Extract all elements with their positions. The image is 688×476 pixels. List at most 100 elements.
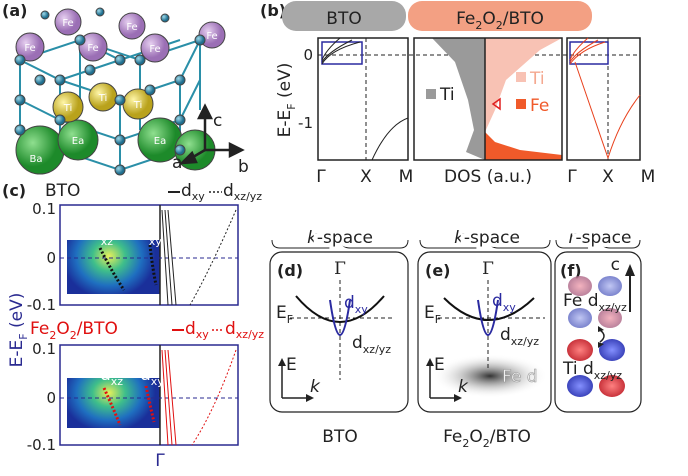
y-tick-label: 0.1 [32, 200, 56, 218]
shape [570, 38, 640, 158]
text-part: F [435, 313, 441, 326]
shape [516, 99, 526, 109]
shape [567, 339, 593, 361]
panel-label: (c) [2, 181, 26, 200]
shape [115, 135, 125, 145]
y-tick-label: 0 [46, 249, 56, 267]
text-part: 2 [475, 19, 482, 32]
shape [175, 115, 185, 125]
text-part: xz/yz [511, 335, 539, 348]
panel-label: (a) [2, 1, 27, 20]
text-part: F [287, 313, 293, 326]
legend-label: Ti [439, 85, 455, 105]
fermi-label: EF [276, 303, 293, 326]
gamma-label: Γ [482, 259, 494, 279]
x-tick-label: Γ [316, 167, 326, 187]
text-part: d [181, 181, 192, 201]
text-part: d [500, 325, 511, 345]
atom-label: Fe [87, 43, 98, 54]
atom-label: Ti [133, 100, 143, 111]
text-part: d [185, 319, 196, 339]
shape [230, 144, 242, 156]
subplot-title: BTO [45, 181, 80, 201]
shape [145, 85, 155, 95]
text-part: xz/yz [363, 343, 391, 356]
shape [322, 42, 360, 64]
band-label: dxz/yz [500, 325, 539, 348]
figure: (a) Fe Fe Fe Fe Fe Fe Ti Ti Ti Ba Ea Ea … [0, 0, 688, 472]
panel-c: (c) BTO dxy dxz/yz E-EF (eV) dxz dxy 0.1… [2, 181, 264, 471]
shape [41, 11, 49, 19]
shape [195, 35, 205, 45]
shape [135, 55, 145, 65]
shape [567, 38, 640, 160]
shape [372, 118, 408, 160]
text-part: xz/yz [236, 328, 264, 341]
band-label: dxz/yz [352, 333, 391, 356]
text-part: Fe [443, 427, 462, 447]
text-part: xz/yz [599, 301, 627, 314]
caption: BTO [322, 427, 357, 447]
axis-label: k [458, 377, 469, 397]
text-part: d [344, 293, 355, 313]
legend-label: dxy [181, 181, 205, 203]
shape [15, 125, 25, 135]
text-part: d [492, 291, 503, 311]
panel-a: (a) Fe Fe Fe Fe Fe Fe Ti Ti Ti Ba Ea Ea … [2, 1, 249, 177]
x-tick-label: Γ [567, 167, 577, 187]
orbital-label: Ti dxz/yz [562, 359, 622, 382]
text-part: O [469, 427, 482, 447]
panel-header: k-space [307, 228, 373, 248]
atom-label: Ea [72, 136, 84, 147]
text-part: xy [149, 235, 163, 248]
shape [55, 115, 65, 125]
shape [15, 55, 25, 65]
text-part: d [90, 225, 101, 245]
shape [35, 75, 45, 85]
atom-label: Ba [30, 154, 43, 165]
shape [485, 132, 562, 160]
text-part: xy [151, 375, 165, 388]
atom-label: Fe [149, 44, 160, 55]
text-part: Ti d [562, 359, 594, 379]
shape [568, 308, 592, 328]
axis-label: c [213, 111, 222, 131]
text-part: 2 [496, 19, 503, 32]
y-tick-label: 0 [303, 46, 313, 64]
shape [85, 65, 95, 75]
panel-header: k-space [454, 228, 520, 248]
band-label: dxy [492, 291, 516, 314]
subplot-title: Fe2O2/BTO [30, 319, 118, 342]
text-part: d [140, 365, 151, 385]
text-part: E-E [7, 340, 27, 368]
shape [485, 38, 562, 132]
shape [570, 42, 605, 64]
text-part: -space [317, 228, 373, 248]
atom-label: Fe [206, 31, 217, 42]
y-label: E-EF (eV) [275, 63, 298, 138]
axis-label: E [286, 355, 297, 375]
shape [516, 72, 526, 82]
atom-label: Ti [98, 93, 108, 104]
x-tick-label: M [399, 167, 414, 187]
panel-d: k-space (d) Γ dxy EF dxz/yz E k BTO [270, 228, 408, 447]
x-tick-label: M [641, 167, 656, 187]
text-part: /BTO [77, 319, 118, 339]
shape [600, 330, 604, 342]
text-part: -space [575, 228, 631, 248]
text-part: d [100, 365, 111, 385]
text-part: xy [503, 301, 517, 314]
text-part: d [138, 225, 149, 245]
shape [96, 8, 104, 16]
shape [426, 89, 436, 99]
axis-label: b [238, 157, 249, 177]
y-tick-label: -0.1 [27, 296, 56, 314]
y-tick-label: 0 [46, 389, 56, 407]
shape [322, 38, 408, 160]
text-part: xz [101, 235, 114, 248]
shape [175, 75, 185, 85]
legend-label: dxz/yz [223, 181, 262, 203]
panel-f: r-space (f) Fe dxz/yz Ti dxz/yz c [555, 228, 641, 412]
shape [625, 264, 635, 276]
text-part: -space [464, 228, 520, 248]
